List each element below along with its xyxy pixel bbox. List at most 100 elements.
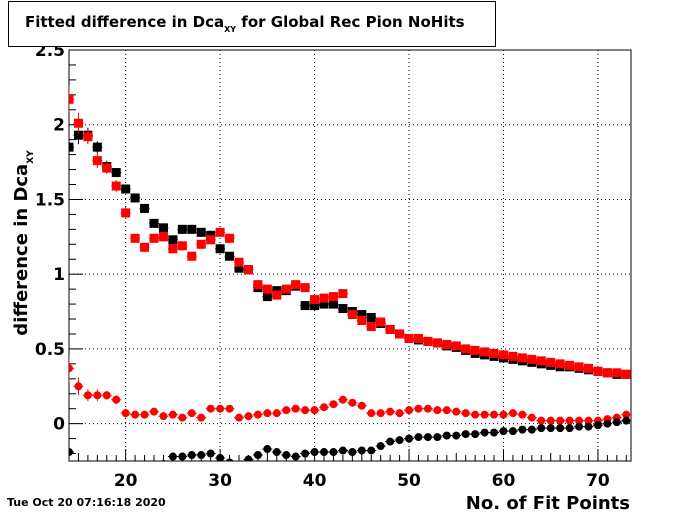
square-marker xyxy=(225,251,235,261)
square-marker xyxy=(621,369,631,379)
data-point xyxy=(130,233,141,243)
y-tick-label: 1 xyxy=(53,265,65,285)
data-point xyxy=(215,227,226,237)
square-marker xyxy=(121,184,131,194)
data-point xyxy=(517,425,528,434)
square-marker xyxy=(376,317,386,327)
x-axis-title: No. of Fit Points xyxy=(466,493,630,514)
data-point xyxy=(526,425,537,434)
data-point xyxy=(347,398,358,407)
data-point xyxy=(574,416,585,425)
circle-marker xyxy=(168,452,177,461)
circle-marker xyxy=(546,416,555,425)
data-point xyxy=(564,424,575,433)
y-tick-label: 1.5 xyxy=(35,190,65,210)
title-subscript: XY xyxy=(224,25,237,34)
data-point xyxy=(167,452,178,461)
square-marker xyxy=(300,283,310,293)
data-point xyxy=(252,280,263,290)
circle-marker xyxy=(320,403,329,412)
square-marker xyxy=(140,203,150,213)
data-point xyxy=(385,324,396,334)
square-marker xyxy=(262,292,272,302)
data-point xyxy=(82,129,93,145)
data-point xyxy=(583,422,594,431)
circle-marker xyxy=(452,407,461,416)
square-marker xyxy=(196,227,206,237)
data-point xyxy=(422,404,433,413)
circle-marker xyxy=(452,431,461,440)
data-point xyxy=(271,290,282,300)
data-point xyxy=(583,363,594,373)
data-point xyxy=(73,377,84,396)
data-point xyxy=(167,235,178,245)
data-point xyxy=(479,410,490,419)
square-marker xyxy=(158,223,168,233)
data-point xyxy=(507,409,518,418)
data-point xyxy=(186,251,197,261)
circle-marker xyxy=(178,452,187,461)
square-marker xyxy=(347,310,357,320)
data-point xyxy=(205,235,216,245)
circle-marker xyxy=(508,409,517,418)
circle-marker xyxy=(301,406,310,415)
data-point xyxy=(281,284,292,294)
square-marker xyxy=(310,301,320,311)
data-point xyxy=(394,329,405,339)
data-point xyxy=(536,416,547,425)
data-point xyxy=(460,409,471,418)
data-point xyxy=(517,410,528,419)
circle-marker xyxy=(622,410,631,419)
data-point xyxy=(451,431,462,440)
data-point xyxy=(319,293,330,303)
data-point xyxy=(545,357,556,367)
data-point xyxy=(366,409,377,418)
circle-marker xyxy=(310,448,319,457)
data-point xyxy=(120,206,131,219)
circle-marker xyxy=(405,406,414,415)
data-point xyxy=(243,265,254,275)
data-point xyxy=(177,413,188,422)
chart-title: Fitted difference in DcaXY for Global Re… xyxy=(25,13,465,34)
circle-marker xyxy=(131,410,140,419)
data-point xyxy=(555,424,566,433)
square-marker xyxy=(527,354,537,364)
circle-marker xyxy=(575,416,584,425)
circle-marker xyxy=(253,451,262,460)
data-point xyxy=(281,451,292,460)
data-point xyxy=(252,410,263,419)
square-marker xyxy=(338,304,348,314)
datestamp: Tue Oct 20 07:16:18 2020 xyxy=(7,496,166,509)
data-point xyxy=(470,345,481,355)
data-point xyxy=(243,412,254,421)
x-tick-label: 40 xyxy=(303,471,327,491)
circle-marker xyxy=(593,421,602,430)
data-point xyxy=(366,321,377,331)
square-marker xyxy=(69,94,74,104)
square-marker xyxy=(121,208,131,218)
circle-marker xyxy=(461,409,470,418)
data-point xyxy=(83,471,93,480)
circle-marker xyxy=(556,416,565,425)
data-point xyxy=(224,233,235,243)
data-point xyxy=(69,446,74,459)
data-point xyxy=(234,257,245,267)
data-point xyxy=(470,410,481,419)
square-marker xyxy=(423,336,433,346)
circle-marker xyxy=(159,412,168,421)
circle-marker xyxy=(556,424,565,433)
square-marker xyxy=(583,363,593,373)
data-point xyxy=(498,427,509,436)
data-point xyxy=(404,406,415,415)
square-marker xyxy=(366,321,376,331)
data-point xyxy=(139,242,150,252)
data-point xyxy=(92,389,103,402)
square-marker xyxy=(489,348,499,358)
data-point xyxy=(319,403,330,412)
data-point xyxy=(262,292,273,302)
data-point xyxy=(111,168,122,178)
data-point xyxy=(385,437,396,446)
data-point xyxy=(555,359,566,369)
circle-marker xyxy=(244,455,253,461)
data-point xyxy=(252,451,263,460)
